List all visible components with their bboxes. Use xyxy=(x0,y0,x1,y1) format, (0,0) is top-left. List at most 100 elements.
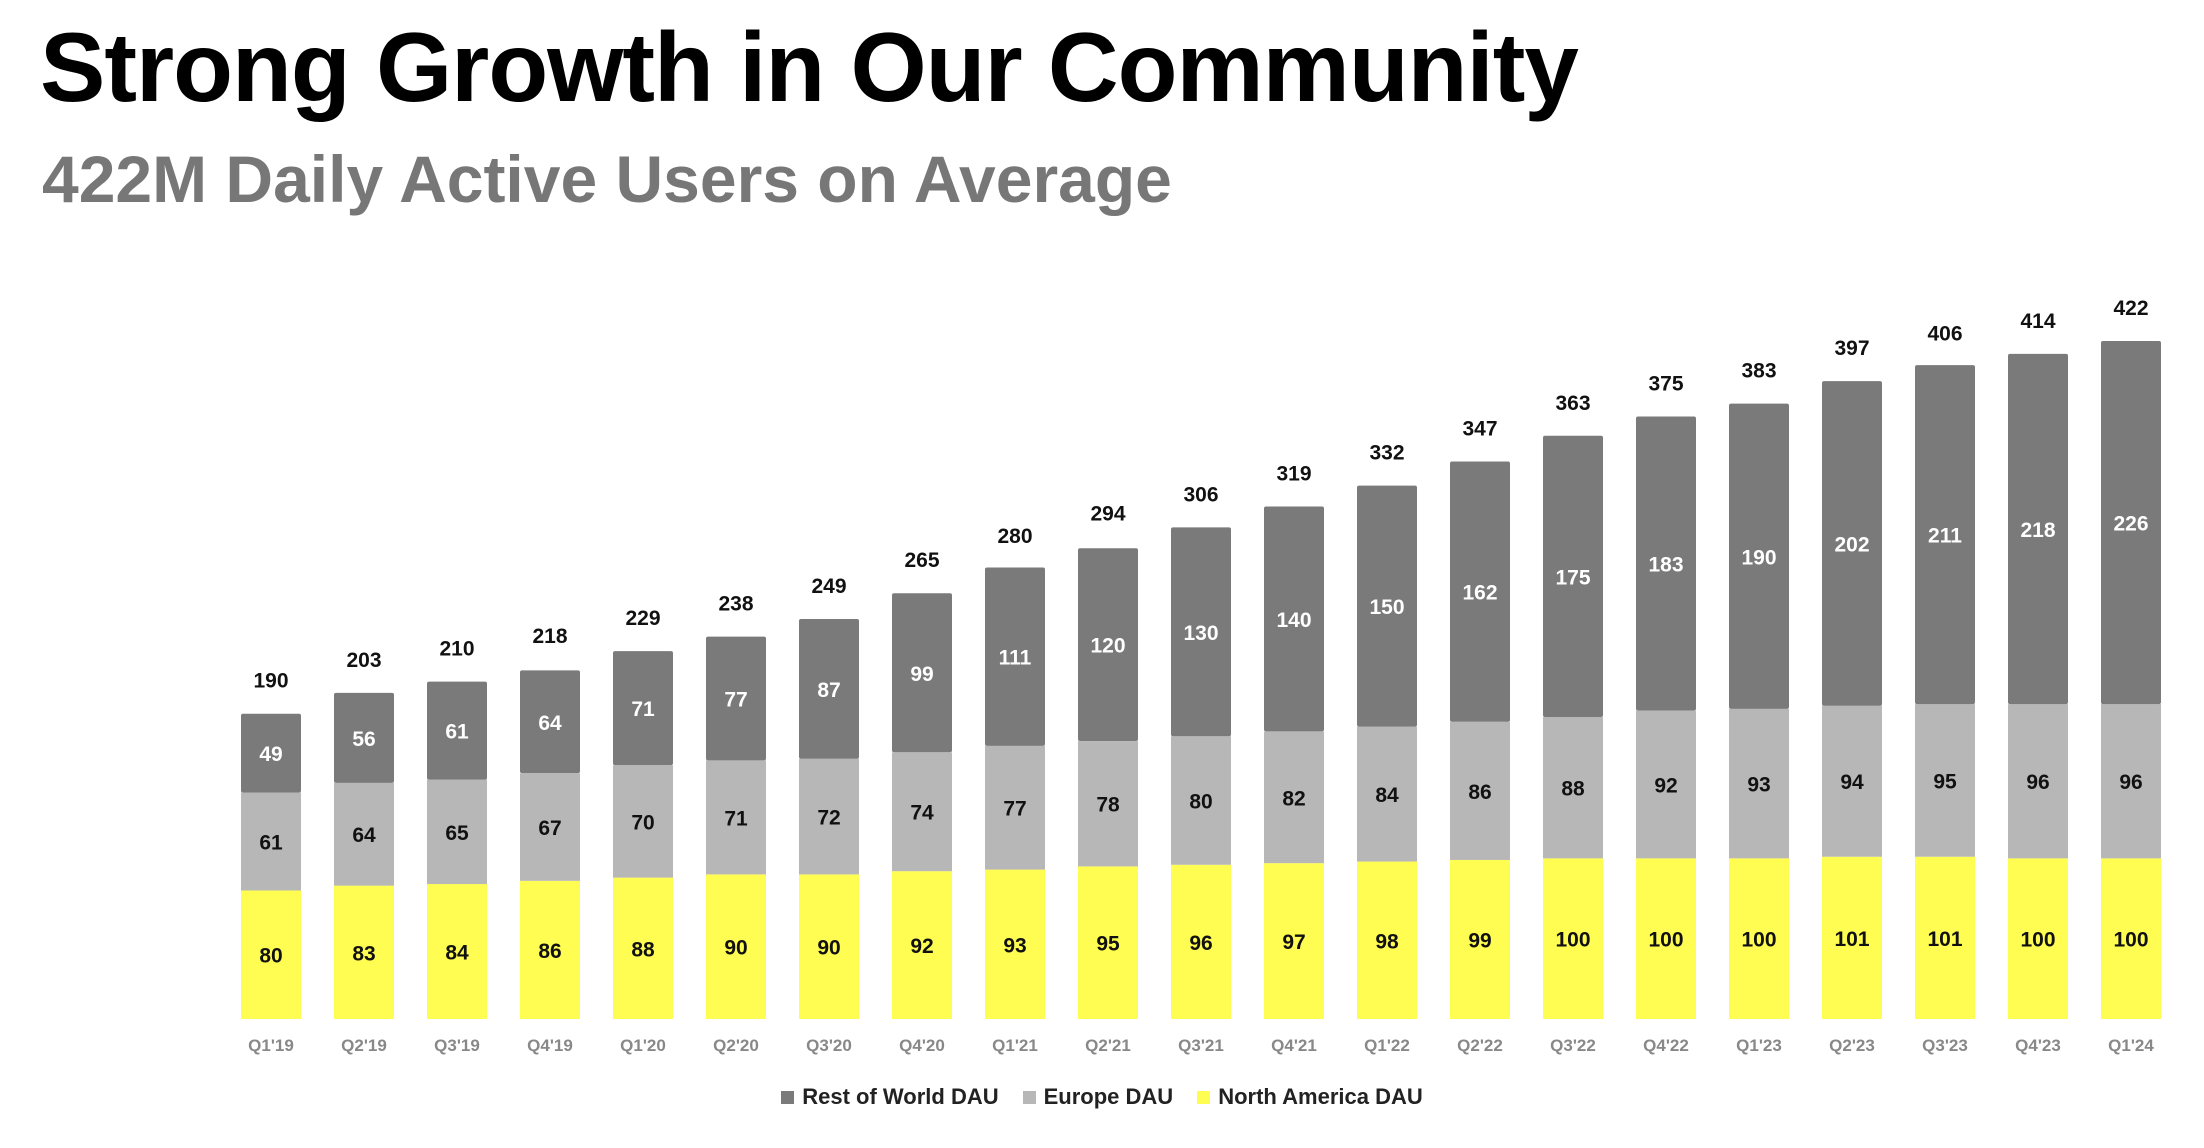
x-tick-label: Q4'19 xyxy=(527,1036,573,1055)
segment-label-europe-dau: 93 xyxy=(1747,774,1770,797)
x-tick-label: Q4'22 xyxy=(1643,1036,1689,1055)
bar-segment-europe-dau xyxy=(2101,704,2161,859)
total-label: 422 xyxy=(2113,297,2148,320)
legend-item-rest-of-world: Rest of World DAU xyxy=(781,1084,999,1110)
segment-label-rest-of-world-dau: 202 xyxy=(1834,533,1869,556)
segment-label-europe-dau: 65 xyxy=(445,822,469,845)
total-label: 383 xyxy=(1741,360,1776,383)
bar-segment-europe-dau xyxy=(985,745,1045,870)
segment-label-rest-of-world-dau: 211 xyxy=(1928,525,1962,548)
segment-label-europe-dau: 80 xyxy=(1189,790,1212,813)
total-label: 210 xyxy=(439,638,474,661)
x-tick-label: Q4'20 xyxy=(899,1036,945,1055)
bar-segment-rest-of-world-dau xyxy=(892,593,952,753)
segment-label-europe-dau: 92 xyxy=(1654,774,1677,797)
bar-segment-north-america-dau xyxy=(520,880,580,1019)
bar-segment-rest-of-world-dau xyxy=(1915,365,1975,705)
bar-segment-north-america-dau xyxy=(1171,864,1231,1019)
segment-label-europe-dau: 86 xyxy=(1468,781,1491,804)
total-label: 332 xyxy=(1369,442,1404,465)
segment-label-north-america-dau: 101 xyxy=(1834,928,1869,951)
segment-label-europe-dau: 70 xyxy=(631,811,654,834)
segment-label-north-america-dau: 100 xyxy=(1741,929,1776,952)
bar-segment-europe-dau xyxy=(1636,710,1696,859)
legend: Rest of World DAU Europe DAU North Ameri… xyxy=(0,1084,2204,1110)
bar-segment-north-america-dau xyxy=(241,890,301,1019)
x-tick-label: Q2'23 xyxy=(1829,1036,1875,1055)
segment-label-europe-dau: 74 xyxy=(910,802,934,825)
segment-label-europe-dau: 94 xyxy=(1840,771,1864,794)
legend-swatch-europe xyxy=(1022,1090,1036,1104)
bar-segment-rest-of-world-dau xyxy=(1078,548,1138,742)
bar-segment-rest-of-world-dau xyxy=(2101,341,2161,705)
x-tick-label: Q3'19 xyxy=(434,1036,480,1055)
bar-segment-rest-of-world-dau xyxy=(1171,527,1231,737)
bar-segment-rest-of-world-dau xyxy=(427,681,487,780)
chart-title: Strong Growth in Our Community xyxy=(40,12,1579,122)
bar-segment-north-america-dau xyxy=(613,877,673,1019)
bar-segment-europe-dau xyxy=(706,760,766,875)
total-label: 203 xyxy=(346,649,381,672)
bar-segment-europe-dau xyxy=(1822,705,1882,857)
segment-label-rest-of-world-dau: 56 xyxy=(352,728,375,751)
segment-label-north-america-dau: 100 xyxy=(2020,929,2055,952)
bar-segment-europe-dau xyxy=(241,792,301,891)
bar-segment-europe-dau xyxy=(892,752,952,872)
x-tick-label: Q2'20 xyxy=(713,1036,759,1055)
bar-segment-europe-dau xyxy=(520,773,580,881)
bar-segment-rest-of-world-dau xyxy=(334,692,394,783)
x-tick-label: Q3'20 xyxy=(806,1036,852,1055)
segment-label-north-america-dau: 83 xyxy=(352,942,375,965)
legend-label: Rest of World DAU xyxy=(802,1084,999,1109)
total-label: 190 xyxy=(253,670,288,693)
bar-segment-rest-of-world-dau xyxy=(985,567,1045,746)
legend-swatch-rest-of-world xyxy=(781,1090,795,1104)
bar-segment-north-america-dau xyxy=(1729,858,1789,1019)
segment-label-europe-dau: 84 xyxy=(1375,784,1399,807)
segment-label-rest-of-world-dau: 87 xyxy=(817,679,840,702)
bar-segment-rest-of-world-dau xyxy=(2008,353,2068,705)
bar-segment-europe-dau xyxy=(2008,704,2068,859)
x-tick-label: Q2'19 xyxy=(341,1036,387,1055)
bar-segment-rest-of-world-dau xyxy=(1822,381,1882,706)
x-tick-label: Q2'22 xyxy=(1457,1036,1503,1055)
segment-label-rest-of-world-dau: 183 xyxy=(1648,554,1683,577)
bar-segment-north-america-dau xyxy=(427,884,487,1019)
bar-segment-rest-of-world-dau xyxy=(1264,506,1324,732)
segment-label-rest-of-world-dau: 130 xyxy=(1183,622,1218,645)
segment-label-north-america-dau: 92 xyxy=(910,935,933,958)
bar-segment-north-america-dau xyxy=(1078,866,1138,1019)
bar-segment-rest-of-world-dau xyxy=(241,713,301,793)
bar-segment-north-america-dau xyxy=(892,871,952,1019)
bar-segment-europe-dau xyxy=(1171,736,1231,865)
segment-label-north-america-dau: 86 xyxy=(538,940,561,963)
segment-label-europe-dau: 71 xyxy=(724,807,748,830)
total-label: 280 xyxy=(997,525,1032,548)
x-tick-label: Q1'20 xyxy=(620,1036,666,1055)
bar-segment-north-america-dau xyxy=(1264,863,1324,1019)
segment-label-europe-dau: 67 xyxy=(538,817,561,840)
segment-label-rest-of-world-dau: 162 xyxy=(1462,582,1497,605)
segment-label-rest-of-world-dau: 99 xyxy=(910,663,933,686)
segment-label-europe-dau: 61 xyxy=(259,831,283,854)
total-label: 265 xyxy=(904,549,939,572)
segment-label-europe-dau: 78 xyxy=(1096,794,1120,817)
segment-label-rest-of-world-dau: 218 xyxy=(2020,519,2055,542)
bar-segment-north-america-dau xyxy=(1450,859,1510,1019)
total-label: 397 xyxy=(1834,337,1869,360)
bar-segment-rest-of-world-dau xyxy=(613,651,673,766)
segment-label-north-america-dau: 100 xyxy=(1555,929,1590,952)
x-tick-label: Q4'23 xyxy=(2015,1036,2061,1055)
bar-segment-north-america-dau xyxy=(706,874,766,1019)
x-tick-label: Q3'23 xyxy=(1922,1036,1968,1055)
bar-segment-europe-dau xyxy=(334,782,394,886)
segment-label-europe-dau: 77 xyxy=(1003,798,1026,821)
bar-segment-rest-of-world-dau xyxy=(706,636,766,761)
legend-label: North America DAU xyxy=(1218,1084,1423,1109)
bar-segment-europe-dau xyxy=(799,758,859,875)
bar-segment-europe-dau xyxy=(1915,704,1975,857)
x-tick-label: Q3'21 xyxy=(1178,1036,1224,1055)
legend-item-europe: Europe DAU xyxy=(1022,1084,1173,1110)
chart-subtitle: 422M Daily Active Users on Average xyxy=(42,142,1172,216)
